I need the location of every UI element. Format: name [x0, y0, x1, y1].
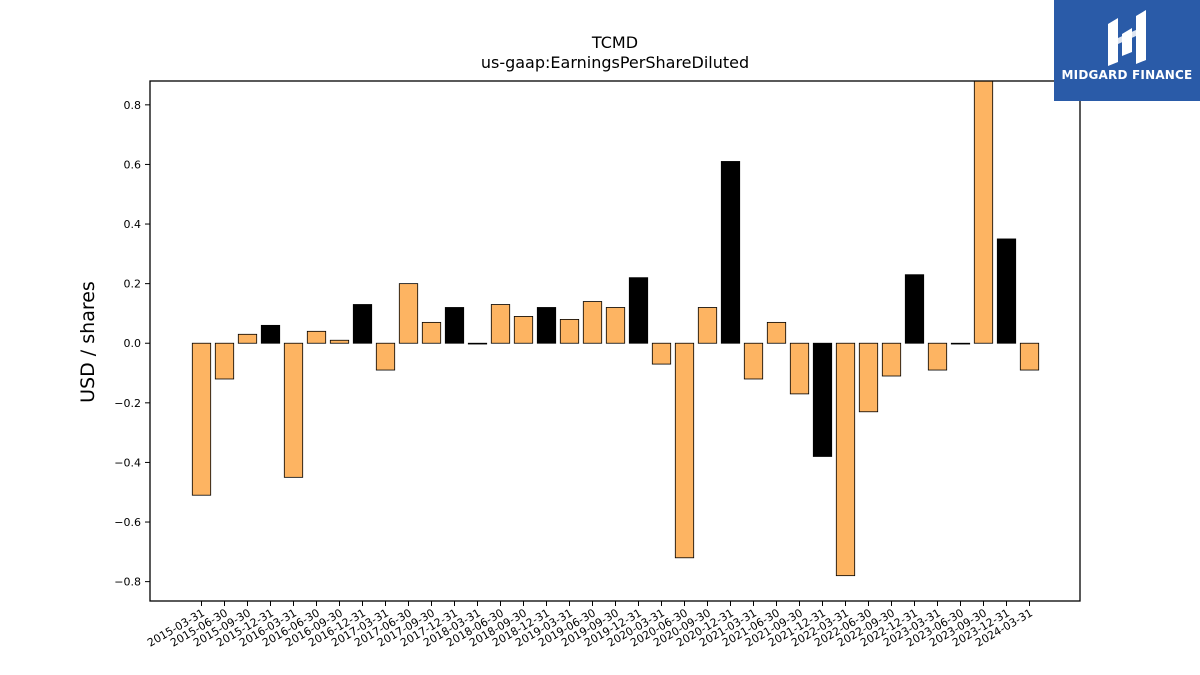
bars-group: [191, 80, 1040, 577]
bar-2019-03-31: [559, 318, 580, 344]
bar-2021-12-31: [812, 342, 833, 457]
bar-2015-06-30: [214, 342, 235, 380]
y-tick-label-0.4: 0.4: [124, 218, 142, 231]
chart-title: TCMD: [591, 33, 638, 52]
bar-2021-09-30: [789, 342, 810, 395]
bar-2019-09-30: [605, 307, 626, 344]
y-tick-label--0.2: −0.2: [114, 397, 141, 410]
bar-2019-06-30: [582, 301, 603, 344]
y-tick-label-0.8: 0.8: [124, 99, 142, 112]
bar-2022-06-30: [858, 342, 879, 413]
bar-2016-09-30: [329, 339, 350, 344]
bar-2015-12-31: [260, 324, 281, 344]
bar-2024-03-31: [1019, 342, 1040, 371]
logo-mark-icon: [1108, 10, 1146, 66]
y-axis-label: USD / shares: [77, 281, 99, 403]
y-tick-label--0.6: −0.6: [114, 516, 141, 529]
bar-2020-03-31: [651, 342, 672, 365]
bar-2016-03-31: [283, 342, 304, 478]
bar-2015-03-31: [191, 342, 212, 496]
bar-2020-09-30: [697, 307, 718, 344]
bar-2017-06-30: [398, 283, 419, 344]
bar-2022-03-31: [835, 342, 856, 577]
bar-2018-12-31: [536, 307, 557, 344]
y-tick-label-0.0: 0.0: [124, 337, 142, 350]
plot-frame: [149, 80, 1081, 602]
bar-2023-03-31: [927, 342, 948, 371]
bar-2016-12-31: [352, 304, 373, 344]
bar-2016-06-30: [306, 330, 327, 344]
y-tick-label-0.6: 0.6: [124, 158, 142, 171]
bar-2023-09-30: [973, 80, 994, 344]
midgard-finance-logo: MIDGARD FINANCE: [1054, 0, 1200, 101]
bar-2017-09-30: [421, 321, 442, 344]
bar-2022-12-31: [904, 274, 925, 344]
y-tick-label--0.8: −0.8: [114, 576, 141, 589]
chart-subtitle: us-gaap:EarningsPerShareDiluted: [481, 53, 749, 72]
y-tick-label-0.2: 0.2: [124, 278, 142, 291]
bar-2021-03-31: [743, 342, 764, 380]
x-axis: 2015-03-312015-06-302015-09-302015-12-31…: [145, 601, 1035, 650]
bar-2017-12-31: [444, 307, 465, 344]
bar-2017-03-31: [375, 342, 396, 371]
bar-2015-09-30: [237, 333, 258, 344]
bar-2023-06-30: [950, 342, 971, 345]
y-axis: −0.8 −0.6 −0.4 −0.2 0.0 0.2 0.4 0.6 0.8: [114, 99, 150, 589]
y-tick-label--0.4: −0.4: [114, 456, 141, 469]
bar-2023-12-31: [996, 238, 1017, 344]
bar-2019-12-31: [628, 277, 649, 344]
bar-2020-12-31: [720, 161, 741, 344]
logo-text: MIDGARD FINANCE: [1061, 68, 1193, 82]
bar-2020-06-30: [674, 342, 695, 559]
bar-2018-06-30: [490, 304, 511, 344]
bar-2021-06-30: [766, 321, 787, 344]
bar-2018-09-30: [513, 316, 534, 344]
bar-2018-03-31: [467, 342, 488, 345]
bar-2022-09-30: [881, 342, 902, 377]
